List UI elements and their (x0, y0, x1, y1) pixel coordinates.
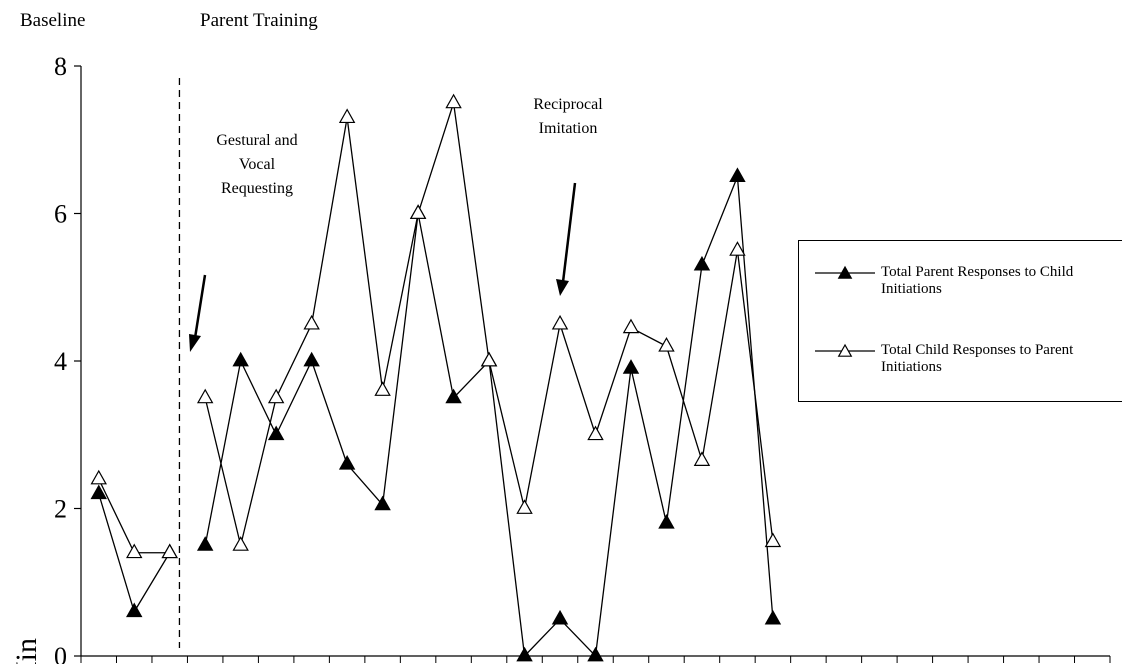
data-point (125, 543, 143, 559)
annotation: Reciprocal (533, 96, 603, 113)
arrow (556, 182, 577, 296)
data-point (90, 484, 107, 500)
data-point (125, 602, 143, 618)
annotation: Imitation (539, 120, 598, 137)
legend-swatch (815, 343, 875, 357)
y-tick-label: 8 (54, 52, 67, 81)
legend: Total Parent Responses to Child Initiati… (798, 240, 1122, 402)
data-point (658, 337, 675, 352)
y-tick-label: 2 (54, 495, 67, 524)
series-line (204, 102, 774, 546)
data-point (161, 543, 178, 559)
data-point (693, 255, 711, 271)
data-point (658, 514, 675, 529)
legend-swatch (815, 265, 875, 279)
phase-label: Parent Training (200, 10, 318, 31)
data-point (480, 351, 498, 367)
data-point (445, 93, 462, 109)
data-point (409, 204, 427, 219)
data-point (303, 314, 320, 330)
legend-marker (837, 265, 853, 279)
data-point (267, 425, 285, 441)
data-point (374, 495, 391, 511)
data-point (622, 318, 640, 334)
series-line (98, 478, 170, 554)
data-point (267, 388, 285, 404)
data-point (303, 351, 320, 367)
data-point (374, 381, 391, 396)
y-tick-label: 0 (54, 642, 67, 664)
y-tick-label: 4 (54, 347, 67, 376)
data-point (729, 241, 746, 256)
phase-label: Baseline (20, 10, 85, 31)
data-point (764, 609, 782, 625)
data-point (232, 536, 249, 551)
legend-label: Total Child Responses to Parent Initiati… (881, 342, 1074, 375)
annotation: Vocal (239, 156, 276, 173)
data-point (338, 108, 356, 124)
data-point (729, 167, 746, 183)
y-tick-label: 6 (54, 200, 67, 229)
annotation: Requesting (221, 180, 293, 197)
legend-marker (837, 343, 853, 357)
data-point (90, 469, 107, 485)
data-point (587, 646, 604, 662)
data-point (516, 646, 533, 662)
data-point (338, 455, 356, 470)
data-point (587, 425, 604, 441)
data-point (445, 388, 462, 404)
annotation: Gestural and (216, 132, 297, 149)
legend-entry: Total Parent Responses to Child Initiati… (813, 263, 1122, 298)
data-point (551, 314, 569, 330)
arrow (189, 274, 207, 352)
data-point (232, 351, 249, 367)
data-point (196, 388, 214, 404)
data-point (693, 451, 711, 466)
legend-entry: Total Child Responses to Parent Initiati… (813, 341, 1122, 376)
y-axis-label: Min (10, 638, 43, 664)
legend-label: Total Parent Responses to Child Initiati… (881, 264, 1074, 297)
data-point (622, 359, 640, 374)
data-point (551, 609, 569, 625)
data-point (196, 536, 214, 551)
data-point (516, 499, 533, 514)
data-point (764, 532, 782, 548)
